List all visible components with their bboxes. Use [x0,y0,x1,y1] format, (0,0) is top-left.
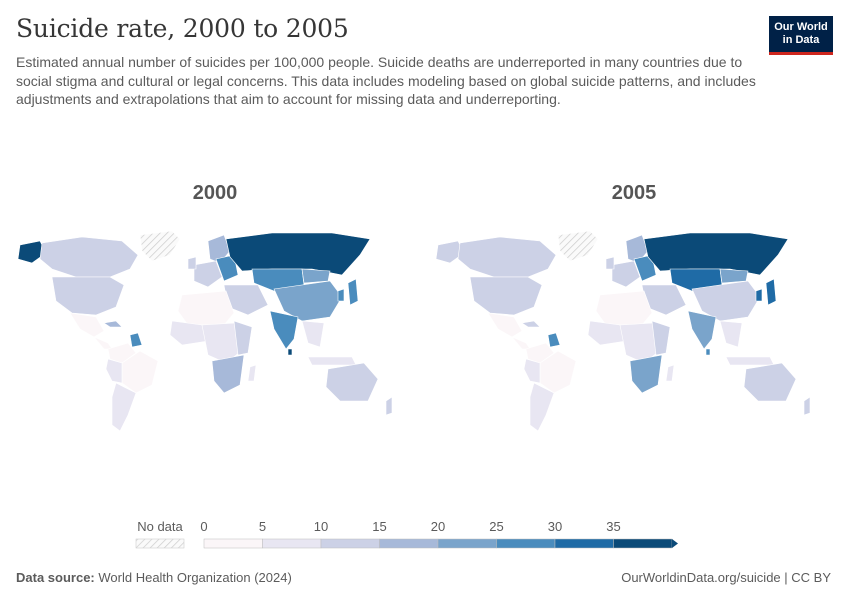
legend-tick-0: 0 [200,519,207,534]
korea [755,288,763,302]
alaska [435,240,465,264]
legend-bin-4 [437,538,497,549]
peru-bolivia [105,358,123,384]
guyana [547,332,561,348]
data-source: Data source: World Health Organization (… [16,570,292,585]
madagascar [665,364,675,382]
greenland [139,230,181,262]
legend-tick-20: 20 [431,519,445,534]
eastern-europe [215,254,239,282]
china [691,280,761,322]
legend-bin-6 [554,538,614,549]
india [687,310,717,350]
legend-no-data-swatch [135,538,185,549]
central-africa [619,322,663,364]
uk [605,256,615,270]
alaska [17,240,47,264]
color-legend: No data 0 5 10 15 20 25 30 35 [135,519,678,549]
legend-bin-5 [496,538,556,549]
korea [337,288,345,302]
central-africa [201,322,245,364]
mongolia [301,268,331,284]
japan [347,278,359,306]
usa [469,276,543,316]
canada [457,236,557,278]
footer-link[interactable]: OurWorldinData.org/suicide | CC BY [621,570,831,585]
central-america [93,336,113,350]
southern-africa [211,354,245,394]
western-europe [611,260,641,288]
russia [643,232,789,276]
world-map-2005[interactable] [430,225,840,440]
peru-bolivia [523,358,541,384]
greenland [557,230,599,262]
mexico [69,312,105,338]
sri-lanka [705,348,711,356]
australia [743,362,797,402]
australia [325,362,379,402]
guyana [129,332,143,348]
southeast-asia [719,320,743,348]
legend-tick-15: 15 [372,519,386,534]
mexico [487,312,523,338]
legend-bin-3 [379,538,439,549]
usa [51,276,125,316]
central-america [511,336,531,350]
southern-africa [629,354,663,394]
japan [765,278,777,306]
north-africa [595,290,653,326]
west-africa [587,320,627,346]
logo-line-2: in Data [782,34,820,46]
legend-tick-35: 35 [606,519,620,534]
legend-bin-2 [320,538,380,549]
legend-tick-5: 5 [259,519,266,534]
argentina-chile [111,382,137,432]
legend-no-data-label: No data [137,519,183,534]
western-europe [193,260,223,288]
cuba [521,320,541,328]
north-africa [177,290,235,326]
india [269,310,299,350]
legend-overflow-arrow [672,539,678,548]
uk [187,256,197,270]
world-map-2000[interactable] [12,225,422,440]
canada [39,236,139,278]
east-africa [233,320,253,356]
data-source-label: Data source: [16,570,95,585]
chart-subtitle: Estimated annual number of suicides per … [16,54,756,107]
eastern-europe [633,254,657,282]
west-africa [169,320,209,346]
legend-tick-30: 30 [548,519,562,534]
map-year-2000: 2000 [192,182,238,204]
new-zealand [803,396,811,416]
east-africa [651,320,671,356]
indonesia [725,356,775,366]
map-year-2005: 2005 [611,182,657,204]
new-zealand [385,396,393,416]
owid-logo[interactable]: Our World in Data [769,16,833,55]
russia [225,232,371,276]
sri-lanka [287,348,293,356]
indonesia [307,356,357,366]
argentina-chile [529,382,555,432]
legend-bin-7 [613,538,673,549]
madagascar [247,364,257,382]
data-source-value: World Health Organization (2024) [98,570,292,585]
legend-tick-25: 25 [489,519,503,534]
china [273,280,343,322]
logo-line-1: Our World [774,21,828,33]
legend-tick-10: 10 [314,519,328,534]
cuba [103,320,123,328]
southeast-asia [301,320,325,348]
mongolia [719,268,749,284]
chart-title: Suicide rate, 2000 to 2005 [16,14,349,43]
legend-bin-1 [262,538,322,549]
legend-bin-0 [203,538,263,549]
